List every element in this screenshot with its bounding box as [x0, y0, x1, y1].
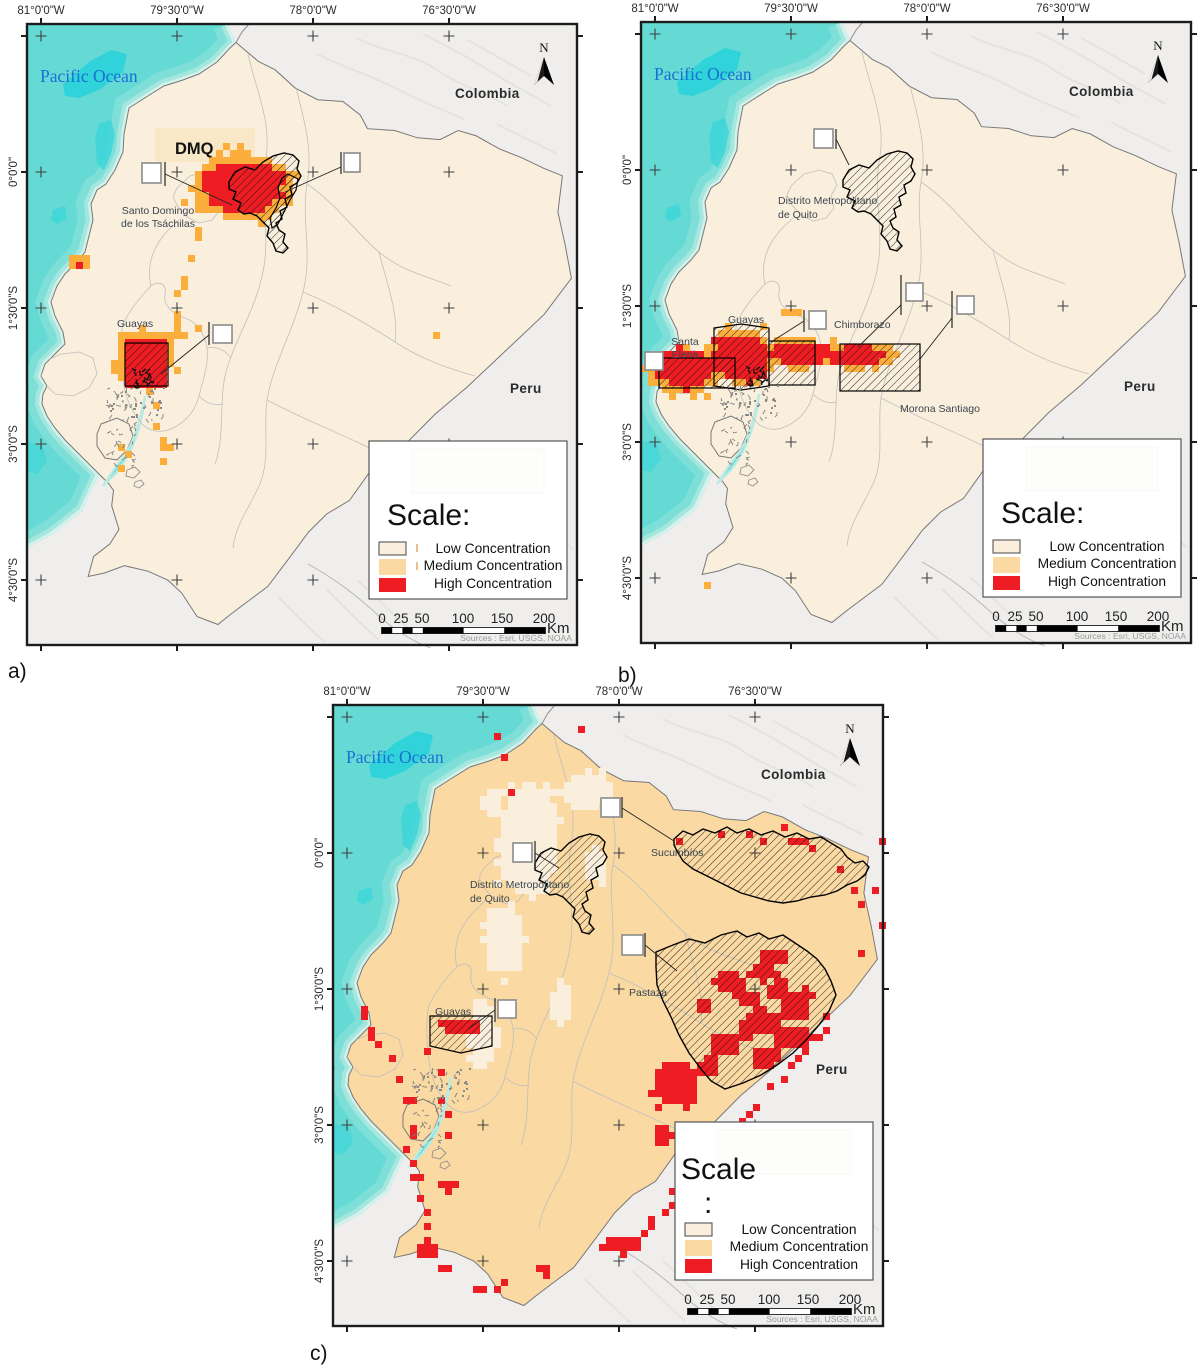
- svg-text:Sources : Esri, USGS, NOAA: Sources : Esri, USGS, NOAA: [1074, 631, 1186, 641]
- svg-text:a): a): [8, 660, 27, 683]
- svg-text:Distrito Metropolitano: Distrito Metropolitano: [470, 879, 569, 891]
- svg-text:DMQ: DMQ: [175, 140, 214, 158]
- svg-text:c): c): [310, 1342, 328, 1365]
- svg-text:Santo Domingo: Santo Domingo: [122, 205, 195, 217]
- svg-text:25: 25: [393, 611, 408, 626]
- svg-text:Elena: Elena: [672, 349, 699, 361]
- svg-text:Medium Concentration: Medium Concentration: [1038, 556, 1177, 571]
- svg-text:Morona Santiago: Morona Santiago: [900, 403, 980, 415]
- svg-text:0: 0: [992, 609, 1000, 624]
- svg-text:Pastaza: Pastaza: [629, 987, 667, 999]
- svg-text:Low Concentration: Low Concentration: [741, 1222, 856, 1237]
- svg-text:200: 200: [839, 1292, 862, 1307]
- svg-text:Km: Km: [1161, 618, 1184, 635]
- svg-text:Km: Km: [547, 620, 570, 637]
- svg-text:Santa: Santa: [671, 336, 699, 348]
- svg-text:Chimborazo: Chimborazo: [834, 319, 891, 331]
- svg-text:150: 150: [797, 1292, 820, 1307]
- svg-text:Low Concentration: Low Concentration: [1049, 539, 1164, 554]
- svg-text:100: 100: [1066, 609, 1089, 624]
- svg-text:High Concentration: High Concentration: [434, 576, 552, 591]
- svg-text:Guayas: Guayas: [117, 318, 153, 330]
- svg-text:25: 25: [699, 1292, 714, 1307]
- svg-text:150: 150: [1105, 609, 1128, 624]
- svg-text:High Concentration: High Concentration: [1048, 574, 1166, 589]
- svg-text:Medium Concentration: Medium Concentration: [424, 558, 563, 573]
- svg-text:100: 100: [758, 1292, 781, 1307]
- svg-text:Scale: Scale: [681, 1153, 756, 1186]
- svg-text:100: 100: [452, 611, 475, 626]
- svg-text:50: 50: [414, 611, 429, 626]
- svg-text:150: 150: [491, 611, 514, 626]
- svg-text:Sucumbíos: Sucumbíos: [651, 847, 704, 859]
- svg-text:Sources : Esri, USGS, NOAA: Sources : Esri, USGS, NOAA: [766, 1314, 878, 1324]
- svg-text:Guayas: Guayas: [728, 314, 764, 326]
- svg-text:Distrito Metropolitano: Distrito Metropolitano: [778, 195, 877, 207]
- svg-text:de los Tsáchilas: de los Tsáchilas: [121, 218, 195, 230]
- svg-text:b): b): [618, 664, 637, 687]
- svg-text:Guayas: Guayas: [435, 1006, 471, 1018]
- svg-text:Medium Concentration: Medium Concentration: [730, 1239, 869, 1254]
- svg-text:de Quito: de Quito: [470, 893, 510, 905]
- svg-text:200: 200: [533, 611, 556, 626]
- svg-text:High Concentration: High Concentration: [740, 1257, 858, 1272]
- svg-text:0: 0: [684, 1292, 692, 1307]
- svg-text:0: 0: [378, 611, 386, 626]
- svg-text:Km: Km: [853, 1301, 876, 1318]
- svg-text:50: 50: [1028, 609, 1043, 624]
- svg-text:Scale:: Scale:: [1001, 497, 1084, 530]
- svg-text:25: 25: [1007, 609, 1022, 624]
- svg-text:200: 200: [1147, 609, 1170, 624]
- svg-text:Low Concentration: Low Concentration: [435, 541, 550, 556]
- svg-text:Scale:: Scale:: [387, 499, 470, 532]
- svg-text:de Quito: de Quito: [778, 209, 818, 221]
- svg-text:50: 50: [720, 1292, 735, 1307]
- svg-text:Sources : Esri, USGS, NOAA: Sources : Esri, USGS, NOAA: [460, 633, 572, 643]
- svg-text::: :: [704, 1187, 712, 1220]
